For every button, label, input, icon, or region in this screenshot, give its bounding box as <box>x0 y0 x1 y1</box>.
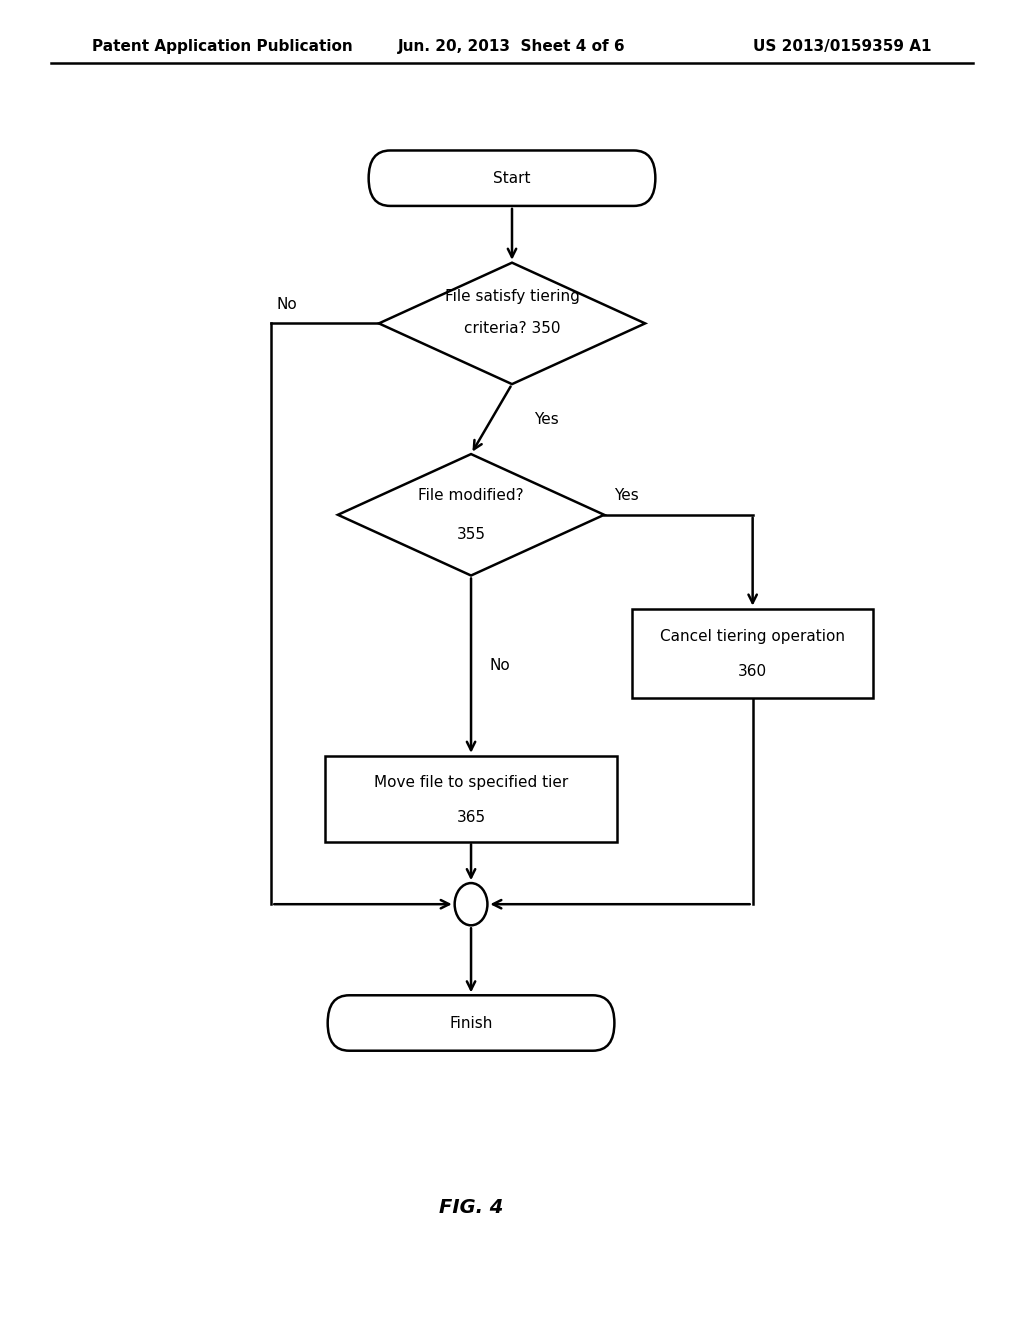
FancyBboxPatch shape <box>328 995 614 1051</box>
Bar <box>632 609 872 698</box>
Text: US 2013/0159359 A1: US 2013/0159359 A1 <box>754 38 932 54</box>
Text: 355: 355 <box>457 527 485 543</box>
Text: Move file to specified tier: Move file to specified tier <box>374 775 568 791</box>
Text: Yes: Yes <box>535 412 559 426</box>
Text: 360: 360 <box>738 664 767 680</box>
Polygon shape <box>379 263 645 384</box>
Text: Jun. 20, 2013  Sheet 4 of 6: Jun. 20, 2013 Sheet 4 of 6 <box>398 38 626 54</box>
Text: File modified?: File modified? <box>418 487 524 503</box>
Text: No: No <box>276 297 297 313</box>
Text: 365: 365 <box>457 809 485 825</box>
FancyBboxPatch shape <box>369 150 655 206</box>
Text: FIG. 4: FIG. 4 <box>439 1199 503 1217</box>
Polygon shape <box>338 454 604 576</box>
Text: Start: Start <box>494 170 530 186</box>
Text: criteria? 350: criteria? 350 <box>464 321 560 337</box>
Text: Patent Application Publication: Patent Application Publication <box>92 38 353 54</box>
Text: File satisfy tiering: File satisfy tiering <box>444 289 580 305</box>
Text: No: No <box>489 659 510 673</box>
Text: Finish: Finish <box>450 1015 493 1031</box>
Circle shape <box>455 883 487 925</box>
Text: Yes: Yes <box>614 487 639 503</box>
Text: Cancel tiering operation: Cancel tiering operation <box>660 628 845 644</box>
Bar <box>326 755 616 842</box>
